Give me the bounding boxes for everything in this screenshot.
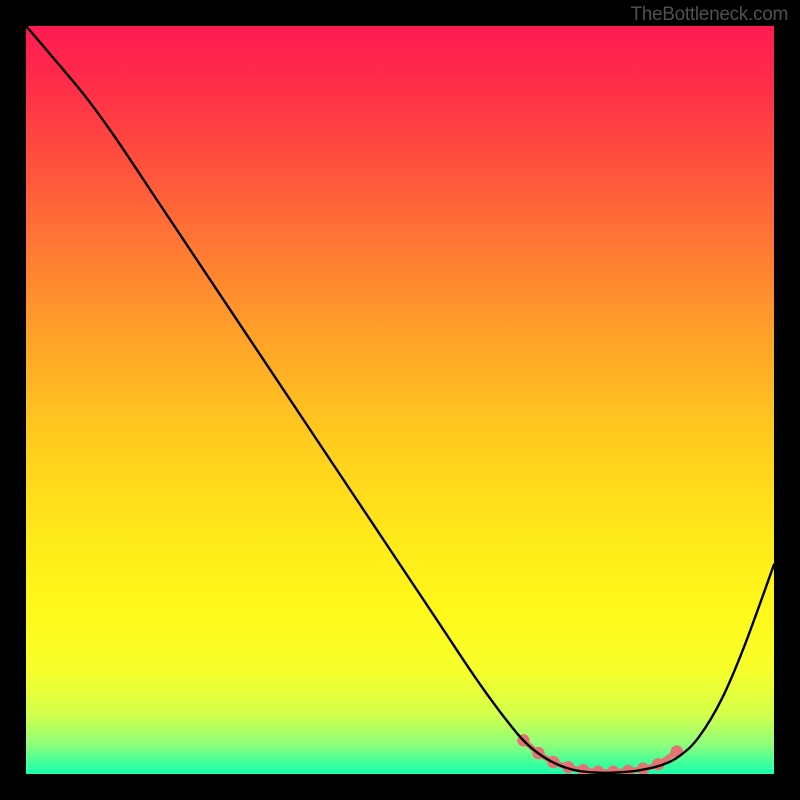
- chart-background: [26, 26, 774, 774]
- bottleneck-chart: [26, 26, 774, 774]
- watermark-text: TheBottleneck.com: [630, 4, 788, 26]
- chart-container: [26, 26, 774, 774]
